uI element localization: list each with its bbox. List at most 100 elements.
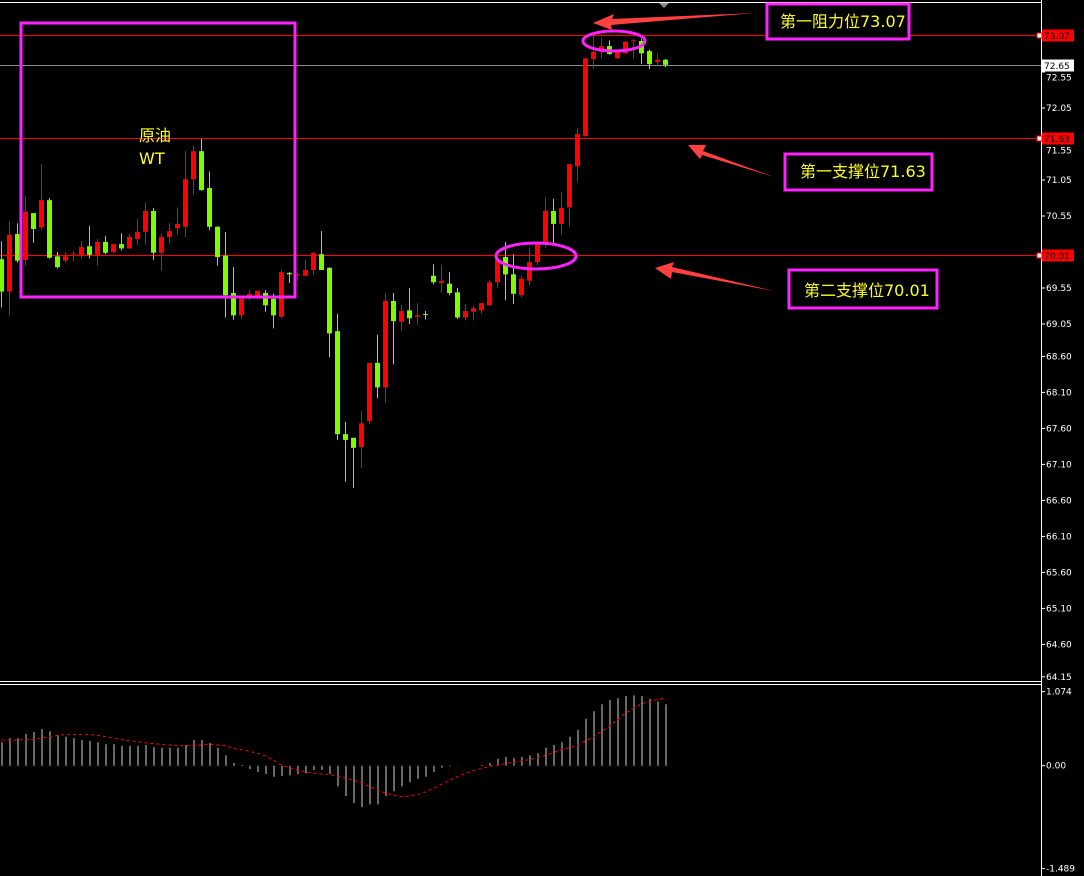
support2-label-box: 第二支撑位70.01 — [787, 268, 939, 310]
candle-body — [191, 151, 196, 180]
price-tick-label: 72.55 — [1046, 74, 1072, 84]
level-handle — [1036, 252, 1043, 259]
level-price-tag — [1042, 249, 1074, 262]
arrow-support1-icon — [688, 145, 774, 177]
candle — [135, 218, 140, 245]
candle-body — [487, 282, 492, 306]
candle-body — [151, 210, 156, 253]
price-tick-label: 72.05 — [1046, 104, 1072, 114]
candle-body — [87, 246, 92, 255]
candle — [591, 35, 596, 70]
candle-body — [423, 313, 428, 315]
candle-body — [663, 59, 668, 65]
candle-body — [95, 241, 100, 255]
candle — [31, 213, 36, 243]
candle — [559, 192, 564, 235]
candle — [23, 195, 28, 266]
candle-body — [231, 293, 236, 316]
price-tick-label: 67.60 — [1046, 424, 1072, 434]
candle — [511, 254, 516, 304]
candle — [607, 40, 612, 55]
candle — [407, 288, 412, 324]
price-tick-label: 66.60 — [1046, 496, 1072, 506]
level-handle — [1036, 32, 1043, 39]
candle — [575, 128, 580, 183]
candle — [567, 164, 572, 227]
candle-body — [359, 423, 364, 448]
candle-body — [199, 151, 204, 191]
candle — [551, 198, 556, 245]
candle — [0, 241, 4, 308]
candle — [655, 54, 660, 65]
candle — [543, 198, 548, 248]
candle — [207, 171, 212, 231]
candle — [359, 411, 364, 468]
instrument-label-line2: WT — [139, 149, 165, 168]
candle — [599, 38, 604, 59]
candle-body — [63, 256, 68, 261]
candle-body — [23, 211, 28, 260]
candle — [239, 297, 244, 319]
candle-body — [655, 59, 660, 62]
candle-body — [295, 274, 300, 276]
macd-tick-label: 0.00 — [1046, 762, 1066, 772]
candle-body — [479, 303, 484, 311]
macd-signal-line — [1, 697, 666, 798]
candle-body — [631, 40, 636, 42]
price-tick-label: 67.10 — [1046, 460, 1072, 470]
candle-body — [559, 208, 564, 224]
candle-body — [575, 133, 580, 167]
candle-body — [135, 231, 140, 240]
candle — [311, 252, 316, 276]
candle-body — [551, 210, 556, 224]
candle — [351, 437, 356, 489]
candle-body — [159, 236, 164, 253]
price-tick-label: 71.05 — [1046, 176, 1072, 186]
candle-body — [311, 252, 316, 270]
candle — [151, 208, 156, 260]
candle — [95, 239, 100, 266]
candle — [623, 41, 628, 54]
candle-body — [239, 298, 244, 316]
shift-marker-icon[interactable] — [659, 3, 669, 8]
candle-body — [279, 272, 284, 317]
candle — [319, 231, 324, 270]
candle-body — [463, 311, 468, 318]
candle — [111, 244, 116, 254]
candle — [527, 247, 532, 286]
candle — [367, 362, 372, 425]
candle — [479, 303, 484, 314]
candle — [63, 252, 68, 263]
candle-body — [535, 244, 540, 263]
candle-body — [439, 280, 444, 283]
candle — [487, 280, 492, 306]
candle — [519, 275, 524, 298]
candle-body — [167, 231, 172, 237]
macd-tick-label: -1.489 — [1046, 864, 1075, 874]
price-tick-label: 71.55 — [1046, 147, 1072, 157]
candle — [103, 236, 108, 255]
candle — [39, 164, 44, 230]
candle — [375, 334, 380, 399]
resistance-highlight-ellipse — [581, 29, 647, 53]
current-price-tag — [1042, 59, 1074, 72]
candle-body — [55, 256, 60, 268]
candle-body — [519, 278, 524, 296]
candle-body — [15, 234, 20, 261]
support2-label: 第二支撑位70.01 — [804, 281, 930, 300]
candle-body — [391, 300, 396, 322]
candle — [287, 272, 292, 283]
candle-body — [375, 362, 380, 388]
candle — [175, 207, 180, 235]
candle — [271, 293, 276, 329]
candle — [503, 241, 508, 301]
candle-body — [263, 293, 268, 306]
candle-body — [175, 223, 180, 229]
candle — [183, 151, 188, 237]
current-price-value: 72.65 — [1044, 62, 1070, 72]
candle-body — [383, 300, 388, 388]
candle-body — [431, 275, 436, 283]
candle-body — [119, 244, 124, 249]
candle — [15, 223, 20, 263]
arrow-resistance-icon — [593, 13, 755, 30]
